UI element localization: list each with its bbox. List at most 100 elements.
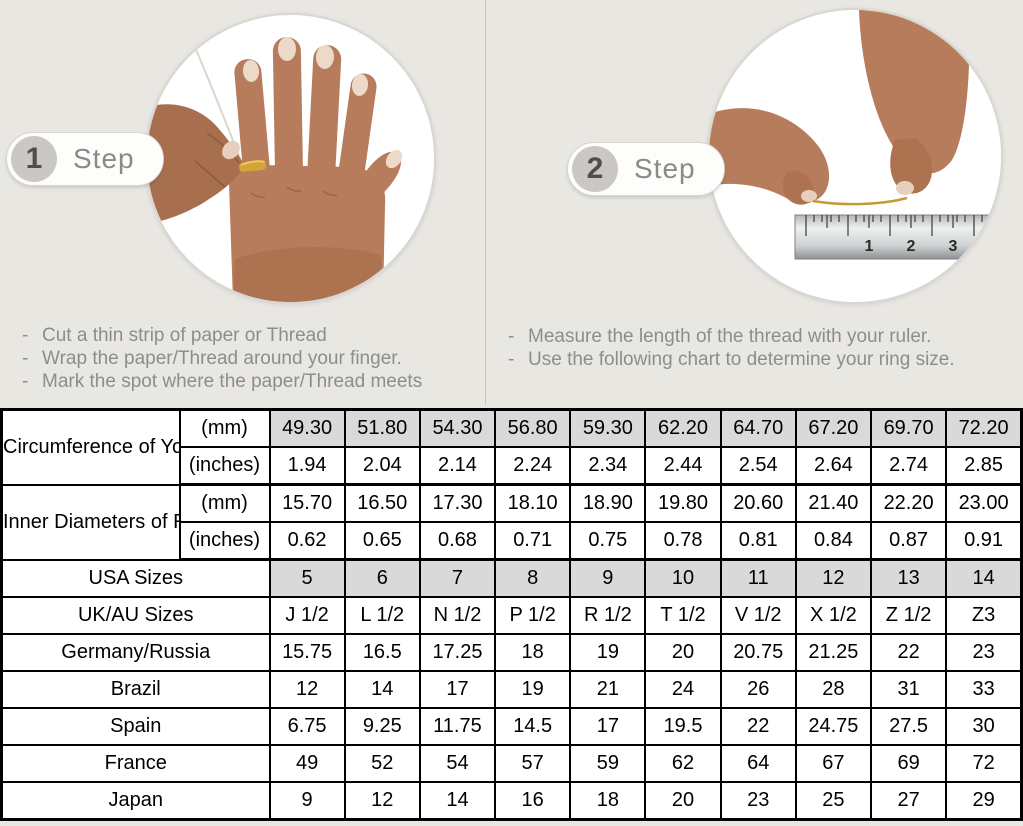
value-cell: R 1/2 [569, 596, 647, 635]
value-cell: 62 [644, 744, 722, 783]
instruction-line: - Use the following chart to determine yo… [508, 348, 955, 371]
value-cell: 33 [945, 670, 1023, 709]
instruction-text: Wrap the paper/Thread around your finger… [42, 348, 402, 369]
bullet-dash: - [508, 326, 515, 347]
value-cell: 15.75 [268, 633, 346, 672]
value-cell: 23 [719, 781, 797, 821]
value-cell: 12 [268, 670, 346, 709]
value-cell: 54 [418, 744, 497, 783]
bullet-dash: - [22, 348, 29, 369]
table-row: UK/AU Sizes J 1/2 L 1/2 N 1/2 P 1/2 R 1/2 T 1/… [0, 596, 1023, 635]
value-cell: 67 [794, 744, 873, 783]
unit-cell: (mm) [178, 483, 271, 523]
value-cell: 15.70 [268, 483, 346, 523]
ruler-mark-1: 1 [865, 238, 874, 255]
value-cell: 0.84 [794, 521, 873, 561]
region-label: UK/AU Sizes [0, 596, 271, 635]
value-cell: 14 [343, 670, 421, 709]
step2-photo: 1 2 3 [707, 8, 1003, 304]
ruler-mark-3: 3 [949, 238, 958, 255]
hand-with-thread-illustration [147, 32, 403, 302]
value-cell: 21.40 [794, 483, 873, 523]
value-cell: 2.85 [945, 446, 1023, 486]
bullet-dash: - [508, 349, 515, 370]
instruction-line: - Mark the spot where the paper/Thread me… [22, 370, 422, 393]
helper-hand [147, 104, 244, 223]
value-cell: 19.5 [644, 707, 722, 746]
bullet-dash: - [22, 325, 29, 346]
value-cell: L 1/2 [343, 596, 421, 635]
value-cell: 17.25 [418, 633, 497, 672]
value-cell: 72 [945, 744, 1023, 783]
value-cell: 11.75 [418, 707, 497, 746]
table-row: Spain 6.75 9.25 11.75 14.5 17 19.5 22 24.75 27.5 3… [0, 707, 1023, 746]
value-cell: 59.30 [569, 408, 647, 448]
value-cell: 14 [945, 558, 1023, 598]
step1-badge: 1 Step [6, 132, 164, 186]
step1-label: Step [73, 143, 135, 174]
value-cell: 21.25 [794, 633, 873, 672]
table-row: Brazil 12 14 17 19 21 24 26 28 31 33 [0, 670, 1023, 709]
value-cell: 26 [719, 670, 797, 709]
value-cell: 0.78 [644, 521, 722, 561]
value-cell: 2.64 [794, 446, 873, 486]
value-cell: 9 [268, 781, 346, 821]
value-cell: 18 [569, 781, 647, 821]
row-group-label: Circumference of Your Finger [0, 408, 181, 486]
value-cell: 22 [719, 707, 797, 746]
value-cell: 2.44 [644, 446, 722, 486]
table-row: (inches) 1.94 2.04 2.14 2.24 2.34 2.44 2.54 2.64… [2, 446, 1023, 486]
value-cell: 9 [569, 558, 647, 598]
value-cell: 20.60 [719, 483, 797, 523]
value-cell: 11 [719, 558, 797, 598]
value-cell: 22 [869, 633, 948, 672]
value-cell: 28 [794, 670, 873, 709]
value-cell: 8 [494, 558, 572, 598]
region-label: Germany/Russia [0, 633, 271, 672]
value-cell: 20 [644, 781, 722, 821]
step1-instructions: - Cut a thin strip of paper or Thread - Wra… [22, 324, 422, 393]
value-cell: 22.20 [869, 483, 948, 523]
row-group-label: Inner Diameters of Rings [0, 483, 181, 561]
value-cell: 18 [494, 633, 572, 672]
gold-ring [239, 160, 267, 172]
ruler-mark-2: 2 [907, 238, 916, 255]
ruler-ticks [805, 215, 996, 236]
value-cell: 0.81 [719, 521, 797, 561]
value-cell: 19 [569, 633, 647, 672]
value-cell: 52 [343, 744, 421, 783]
value-cell: 0.71 [494, 521, 572, 561]
value-cell: 24 [644, 670, 722, 709]
region-label: Japan [0, 781, 271, 821]
value-cell: 5 [268, 558, 346, 598]
instruction-line: - Cut a thin strip of paper or Thread [22, 324, 422, 347]
value-cell: 12 [794, 558, 873, 598]
value-cell: 29 [945, 781, 1023, 821]
region-label: Spain [0, 707, 271, 746]
value-cell: 1.94 [268, 446, 346, 486]
step1-photo [145, 13, 436, 304]
value-cell: 30 [945, 707, 1023, 746]
value-cell: T 1/2 [644, 596, 722, 635]
value-cell: 27 [869, 781, 948, 821]
value-cell: Z3 [945, 596, 1023, 635]
value-cell: N 1/2 [418, 596, 497, 635]
step1-number: 1 [11, 136, 57, 182]
value-cell: 54.30 [418, 408, 497, 448]
left-hand [709, 108, 830, 205]
value-cell: Z 1/2 [869, 596, 948, 635]
value-cell: 72.20 [945, 408, 1023, 448]
table-row: Inner Diameters of Rings(mm)15.7016.5017… [0, 483, 1023, 561]
region-label: France [0, 744, 271, 783]
value-cell: 14.5 [494, 707, 572, 746]
value-cell: 23.00 [945, 483, 1023, 523]
unit-cell: (mm) [178, 408, 271, 448]
value-cell: 69 [869, 744, 948, 783]
value-cell: 10 [644, 558, 722, 598]
value-cell: 14 [418, 781, 497, 821]
value-cell: 19.80 [644, 483, 722, 523]
value-cell: 2.74 [869, 446, 948, 486]
value-cell: 57 [494, 744, 572, 783]
value-cell: 19 [494, 670, 572, 709]
value-cell: 64 [719, 744, 797, 783]
